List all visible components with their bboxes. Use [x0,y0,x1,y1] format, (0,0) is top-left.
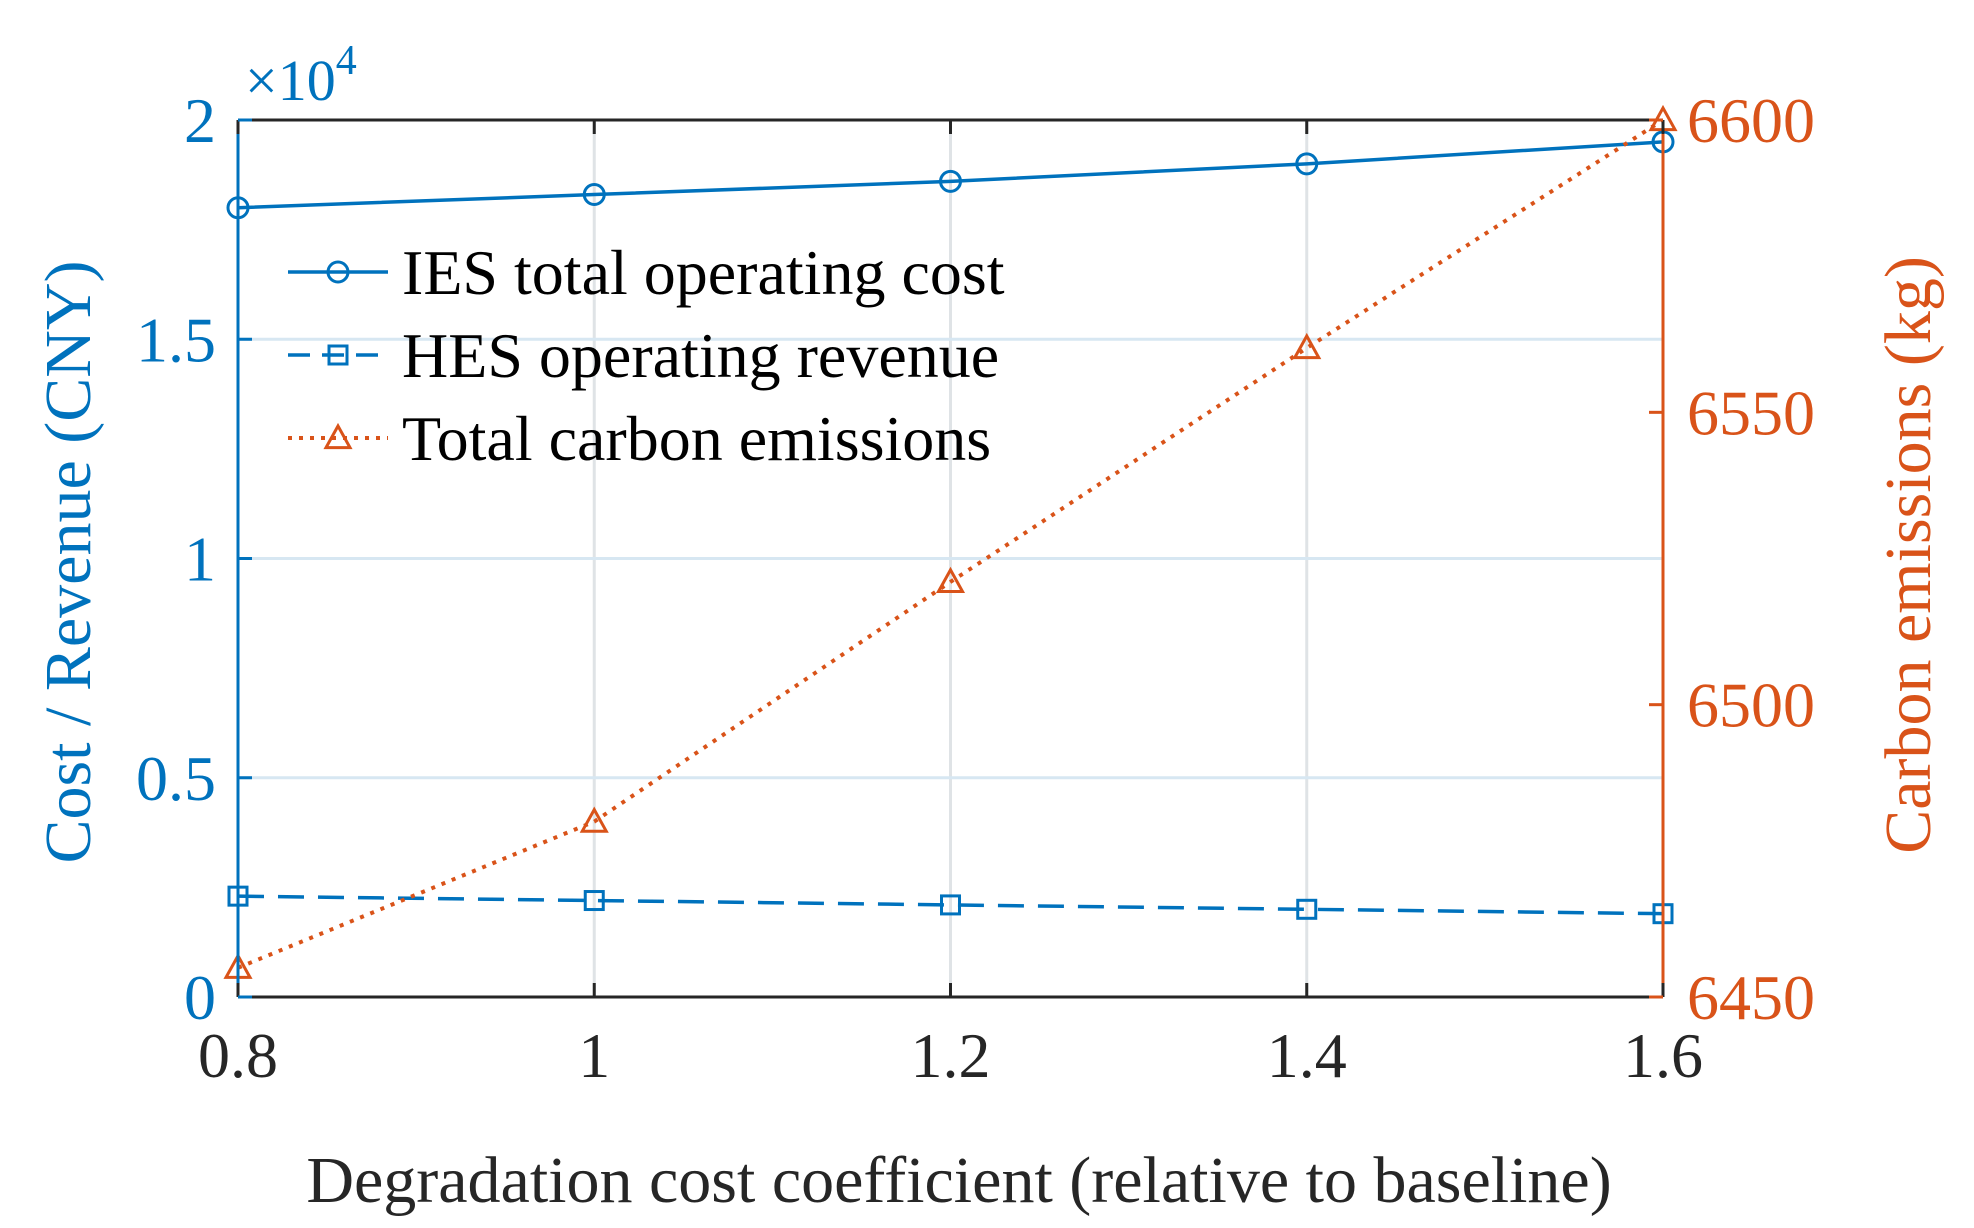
left-y-tick-label: 0 [184,962,216,1033]
right-y-tick-label: 6450 [1687,962,1815,1033]
series-1-point [940,894,961,916]
left-axis-exponent-base: ×10 [245,48,336,113]
series-line-2 [237,118,1665,970]
right-axis-label: Carbon emissions (kg) [1872,256,1945,854]
left-axis-exponent-power: 4 [336,38,357,84]
left-axis-exponent: ×104 [245,38,357,113]
x-tick-label: 1.6 [1623,1020,1703,1091]
left-y-tick-label: 0.5 [136,743,216,814]
x-axis-label: Degradation cost coefficient (relative t… [306,1144,1611,1217]
right-y-tick-label: 6550 [1687,377,1815,448]
left-y-tick-label: 1 [184,524,216,595]
left-axis-label: Cost / Revenue (CNY) [32,260,105,863]
series-2-point [579,806,609,833]
legend-marker-0 [326,260,350,284]
left-y-tick-label: 1.5 [136,304,216,375]
legend-marker-2 [323,422,353,450]
x-tick-label: 1 [578,1020,610,1091]
series-0-point [1295,152,1319,176]
legend-label-1: HES operating revenue [402,320,999,391]
series-0-point [582,183,606,207]
legend: IES total operating cost HES operating re… [288,237,1005,474]
series-2-point [1292,332,1322,360]
series-2-point [935,566,966,593]
x-tick-label: 0.8 [198,1020,278,1091]
legend-marker-1 [327,344,349,366]
plot-series [223,104,1678,979]
series-1-point [583,890,605,912]
x-tick-label: 1.4 [1267,1020,1347,1091]
series-0-point [939,169,962,193]
axes [236,118,1665,999]
legend-label-0: IES total operating cost [402,237,1005,308]
right-y-tick-label: 6500 [1687,670,1815,741]
grid-lines [238,120,1663,997]
x-tick-label: 1.2 [911,1020,991,1091]
series-1-point [1296,898,1318,920]
right-y-tick-label: 6600 [1687,85,1815,156]
tick-labels: 0.8 1 1.2 1.4 1.6 0 0.5 1 1.5 2 6450 6500 6550 6600 [136,85,1815,1091]
left-y-tick-label: 2 [184,85,216,156]
legend-label-2: Total carbon emissions [402,403,991,474]
series-line-0 [237,140,1664,210]
